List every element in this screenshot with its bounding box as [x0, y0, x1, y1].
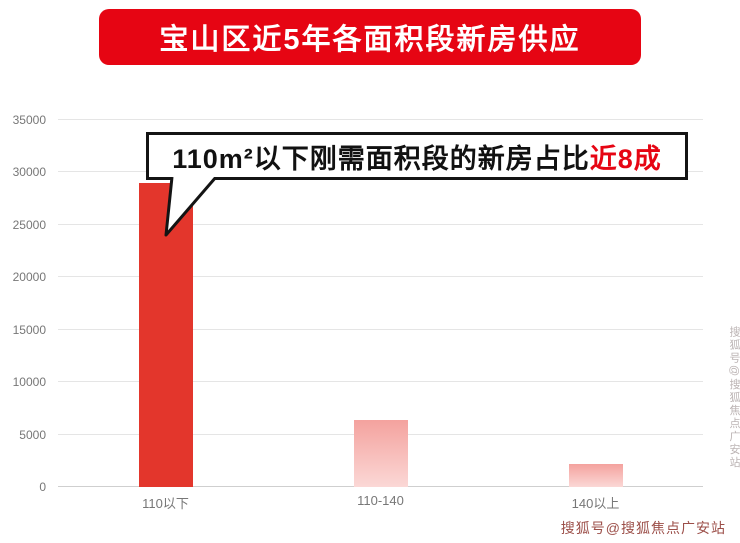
gridline: [58, 381, 703, 383]
bar-140以上: [568, 463, 623, 487]
y-tick-label: 30000: [12, 165, 46, 180]
chart-title-banner: 宝山区近5年各面积段新房供应: [99, 9, 641, 65]
watermark-bottom: 搜狐号@搜狐焦点广安站: [560, 520, 726, 536]
y-tick-label: 15000: [12, 322, 46, 337]
x-tick-label: 110以下: [142, 496, 189, 511]
annotation-callout: 110m²以下刚需面积段的新房占比 近8成: [146, 132, 688, 180]
y-tick-label: 5000: [19, 427, 46, 442]
x-tick-label: 110-140: [357, 493, 404, 508]
x-axis: 110以下 110-140 140以上: [58, 487, 703, 517]
gridline: [58, 119, 703, 120]
y-tick-label: 10000: [12, 375, 46, 390]
x-tick-label: 140以上: [571, 496, 620, 511]
annotation-callout-tail-icon: [164, 177, 218, 237]
gridline: [58, 276, 703, 278]
bar-110-140: [353, 419, 408, 487]
watermark-side: 搜狐号@搜狐焦点广安站: [728, 326, 740, 470]
annotation-text-main: 110m²以下刚需面积段的新房占比: [172, 143, 590, 174]
y-axis: 0 5000 10000 15000 20000 25000 30000 35000: [0, 113, 52, 494]
y-tick-label: 20000: [12, 270, 46, 285]
annotation-text-highlight: 近8成: [589, 143, 662, 174]
y-tick-label: 35000: [12, 113, 46, 127]
y-tick-label: 0: [39, 480, 46, 494]
y-tick-label: 25000: [12, 217, 46, 232]
chart-title: 宝山区近5年各面积段新房供应: [159, 24, 581, 56]
gridline: [58, 328, 703, 330]
gridline: [58, 223, 703, 225]
